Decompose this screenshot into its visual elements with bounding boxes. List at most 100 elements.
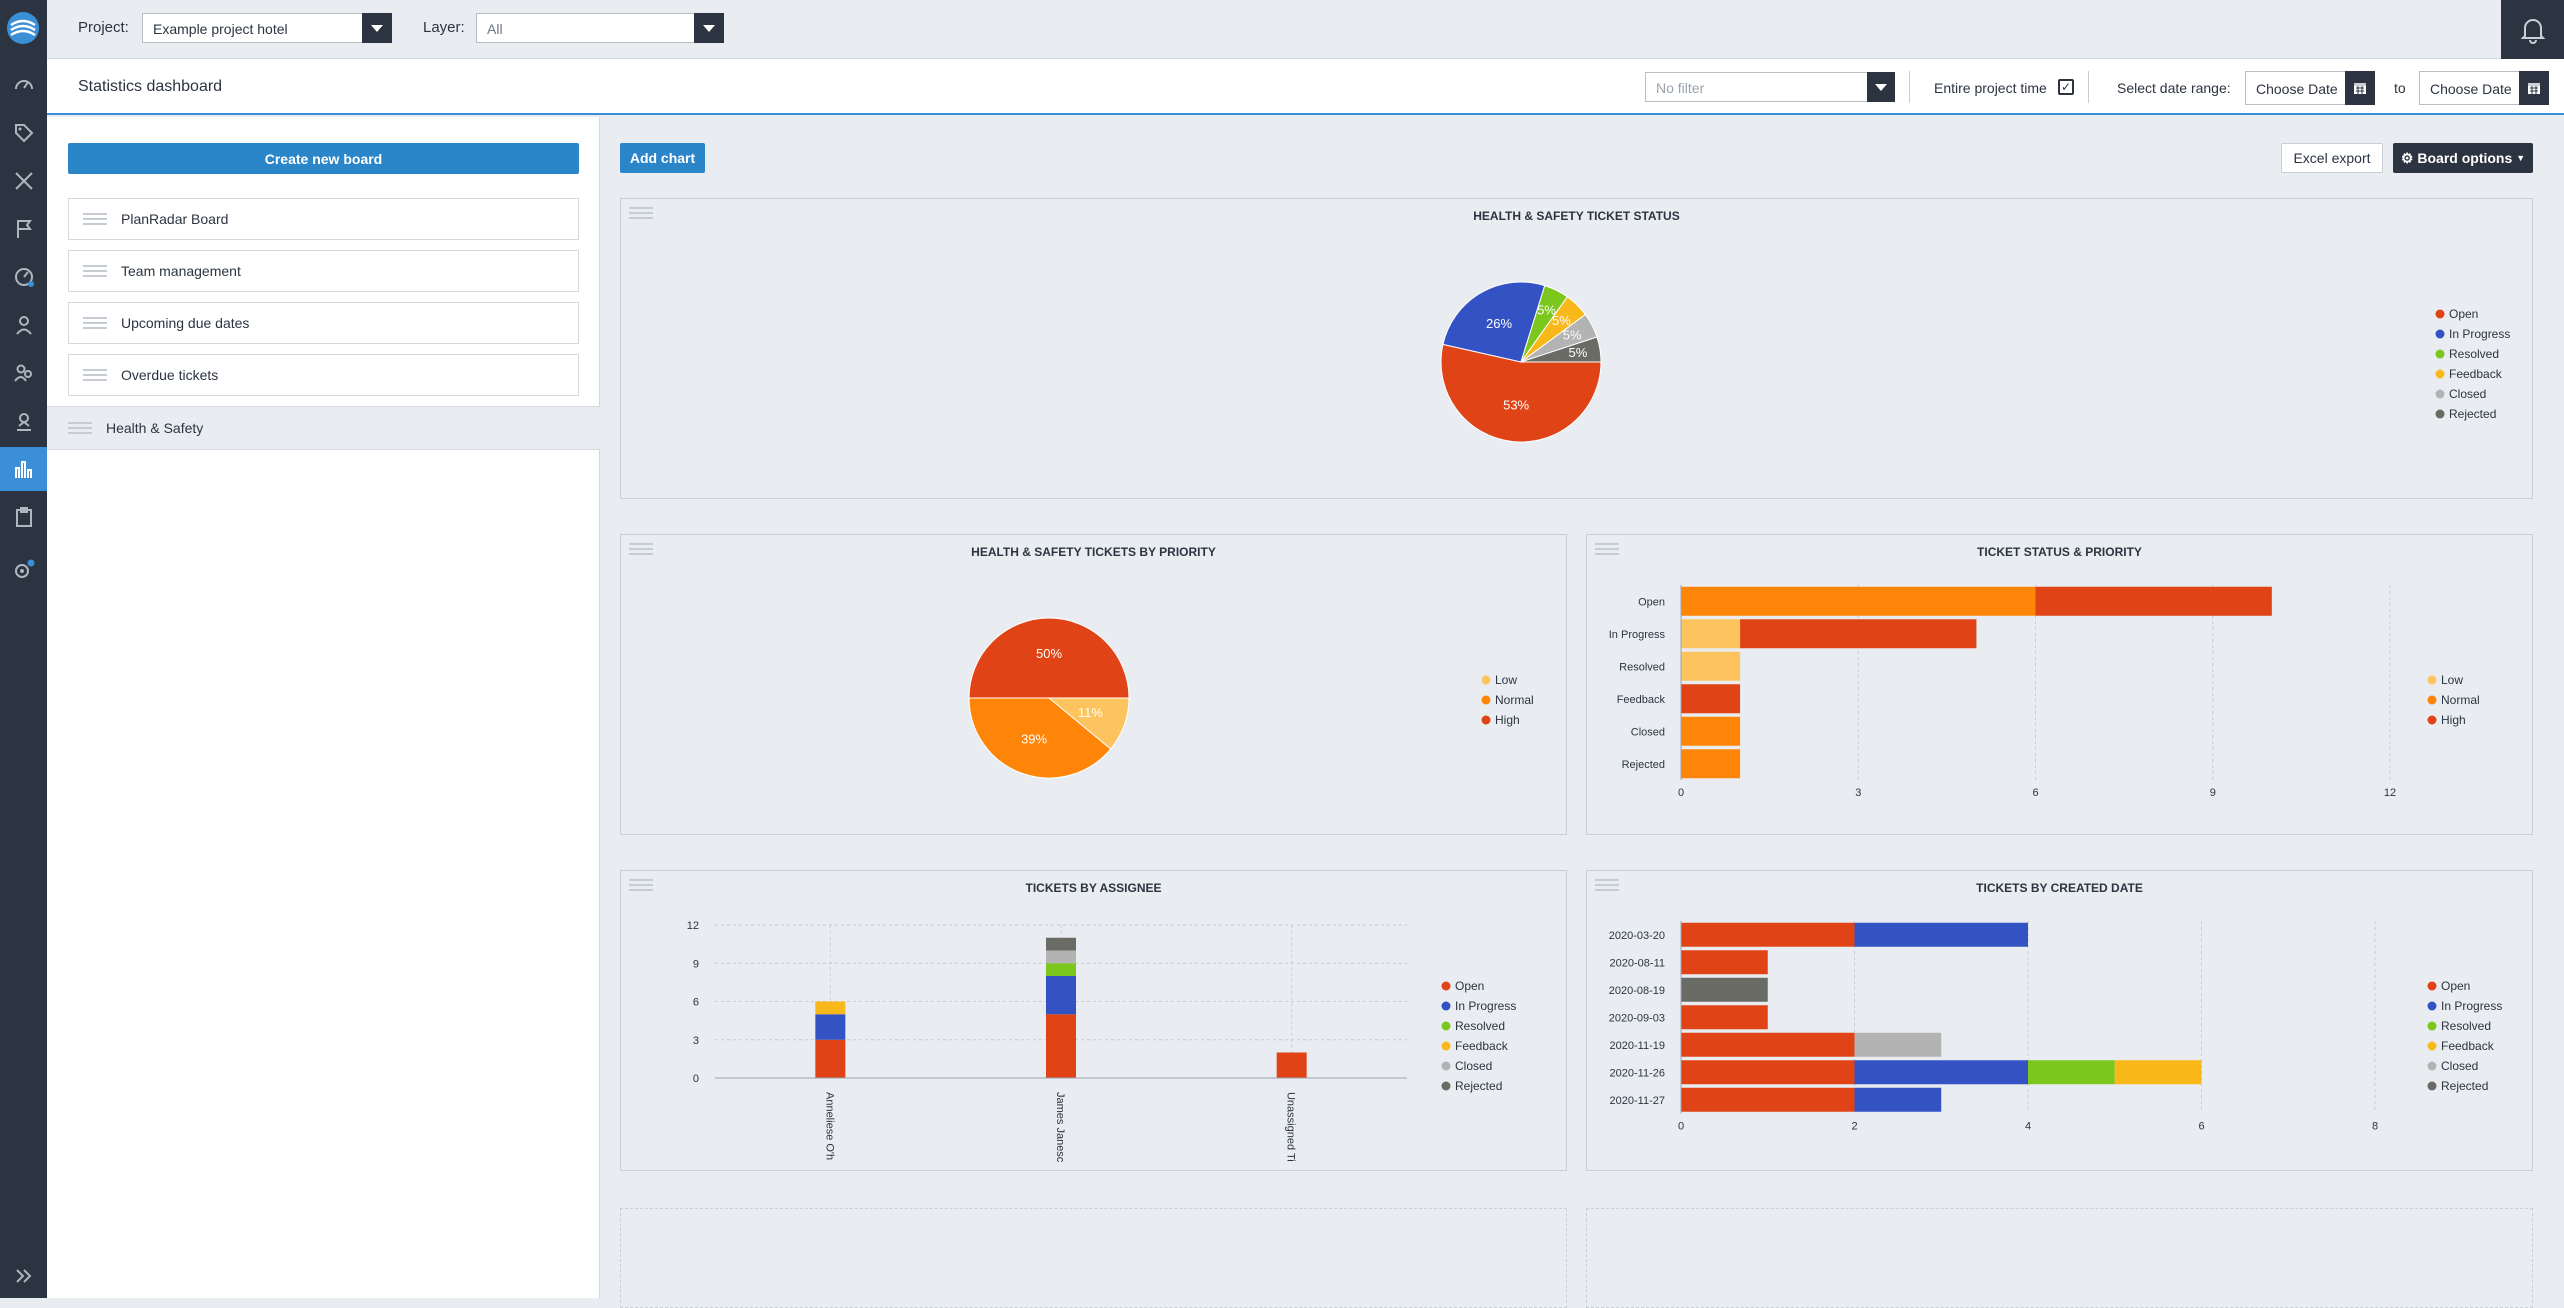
legend-swatch [1441, 981, 1451, 991]
drag-handle-icon[interactable] [1595, 879, 1619, 891]
add-chart-button[interactable]: Add chart [620, 143, 705, 173]
drag-handle-icon[interactable] [1595, 543, 1619, 555]
x-tick-label: 0 [1678, 787, 1684, 799]
legend-label: In Progress [2449, 327, 2510, 341]
entire-project-time-label: Entire project time [1934, 80, 2047, 96]
legend-label: Closed [1455, 1059, 1492, 1073]
divider [1909, 71, 1910, 103]
y-tick-label: 0 [693, 1073, 699, 1085]
legend-label: Rejected [2449, 407, 2496, 421]
board-label: Health & Safety [106, 420, 204, 436]
drag-handle-icon[interactable] [629, 207, 653, 219]
chart-title: HEALTH & SAFETY TICKET STATUS [1473, 209, 1680, 223]
excel-export-button[interactable]: Excel export [2281, 143, 2383, 173]
layer-select[interactable]: All [476, 13, 724, 43]
tools-icon[interactable] [0, 159, 47, 203]
chart-card-created-date: TICKETS BY CREATED DATE 0 2 4 6 8 2020-03-20 2… [1586, 870, 2533, 1171]
user-icon[interactable] [0, 303, 47, 347]
clipboard-icon[interactable] [0, 495, 47, 539]
board-label: PlanRadar Board [121, 211, 229, 227]
pie-slice-open [1440, 343, 1602, 443]
empty-chart-slot[interactable] [1586, 1208, 2533, 1308]
bar-in-progress [1854, 1087, 1942, 1112]
pie-slice-label: 11% [1078, 705, 1103, 720]
y-tick-label: Feedback [1617, 694, 1666, 706]
dashboard-icon[interactable] [0, 63, 47, 107]
legend-label: Feedback [2449, 367, 2503, 381]
x-tick-label: 12 [2384, 787, 2396, 799]
chart-title: TICKETS BY ASSIGNEE [1025, 881, 1162, 895]
drag-handle-icon[interactable] [629, 879, 653, 891]
legend-swatch [2435, 389, 2445, 399]
calendar-icon[interactable] [2345, 71, 2375, 105]
legend-swatch [1481, 695, 1491, 705]
chevron-down-icon[interactable] [362, 13, 392, 43]
legend-swatch [1441, 1061, 1451, 1071]
date-to-value: Choose Date [2430, 81, 2512, 97]
drag-handle-icon[interactable] [83, 265, 107, 277]
project-value: Example project hotel [153, 21, 288, 37]
users-icon[interactable] [0, 351, 47, 395]
legend-swatch [2427, 981, 2437, 991]
pie-slice-label: 39% [1021, 731, 1047, 746]
create-board-button[interactable]: Create new board [68, 143, 579, 174]
settings-icon[interactable] [0, 547, 47, 591]
bar-open [815, 1039, 846, 1078]
date-to-input[interactable]: Choose Date [2419, 71, 2549, 105]
board-item-upcoming-due-dates[interactable]: Upcoming due dates [68, 302, 579, 344]
y-tick-label: 2020-11-26 [1610, 1067, 1665, 1079]
planradar-logo-icon[interactable] [3, 4, 43, 52]
pie-slice-in-progress [1442, 281, 1546, 363]
entire-project-time-checkbox[interactable]: ✓ [2058, 79, 2074, 95]
statistics-icon[interactable] [0, 447, 47, 491]
chevron-down-icon[interactable] [694, 13, 724, 43]
expand-icon[interactable] [0, 1254, 47, 1298]
project-select[interactable]: Example project hotel [142, 13, 392, 43]
y-tick-label: 12 [687, 920, 699, 932]
drag-handle-icon[interactable] [68, 422, 92, 434]
legend-label: Rejected [1455, 1079, 1502, 1093]
board-item-planradar[interactable]: PlanRadar Board [68, 198, 579, 240]
pie-slice-label: 5% [1537, 302, 1556, 317]
board-options-label: Board options [2417, 150, 2513, 166]
chart-card-ticket-status: HEALTH & SAFETY TICKET STATUS 53% 26% 5% 5%… [620, 198, 2533, 499]
pie-slice-label: 5% [1552, 313, 1571, 328]
x-tick-label: 6 [2032, 787, 2038, 799]
x-tick-label: 2 [1851, 1121, 1857, 1133]
tag-icon[interactable] [0, 111, 47, 155]
bar-high [1740, 619, 1977, 649]
x-tick-label: 8 [2372, 1121, 2378, 1133]
chevron-down-icon[interactable] [1867, 72, 1895, 102]
legend-swatch [1441, 1021, 1451, 1031]
notification-bell-icon[interactable] [2501, 0, 2564, 59]
bar-feedback [2114, 1060, 2202, 1085]
drag-handle-icon[interactable] [83, 213, 107, 225]
calendar-icon[interactable] [2519, 71, 2549, 105]
x-tick-label: Anneliese O'h [823, 1092, 835, 1160]
top-bar: Project: Example project hotel Layer: Al… [47, 0, 2564, 59]
empty-chart-slot[interactable] [620, 1208, 1567, 1308]
speed-icon[interactable] [0, 255, 47, 299]
gear-icon: ⚙ [2400, 149, 2414, 166]
inspector-icon[interactable] [0, 399, 47, 443]
legend-label: In Progress [2441, 999, 2502, 1013]
drag-handle-icon[interactable] [83, 369, 107, 381]
chart-title: TICKET STATUS & PRIORITY [1977, 545, 2142, 559]
board-item-team-management[interactable]: Team management [68, 250, 579, 292]
date-from-input[interactable]: Choose Date [2245, 71, 2375, 105]
board-options-button[interactable]: ⚙ Board options ▼ [2393, 143, 2533, 173]
legend-label: High [2441, 713, 2466, 727]
bar-open [1681, 1005, 1768, 1030]
legend-label: Resolved [1455, 1019, 1505, 1033]
filter-select[interactable]: No filter [1645, 72, 1895, 102]
flag-icon[interactable] [0, 207, 47, 251]
legend-swatch [1441, 1001, 1451, 1011]
drag-handle-icon[interactable] [629, 543, 653, 555]
legend-swatch [1441, 1081, 1451, 1091]
title-bar: Statistics dashboard No filter Entire pr… [47, 59, 2564, 115]
board-item-overdue-tickets[interactable]: Overdue tickets [68, 354, 579, 396]
caret-down-icon: ▼ [2516, 153, 2526, 163]
board-item-health-safety[interactable]: Health & Safety [47, 406, 600, 450]
drag-handle-icon[interactable] [83, 317, 107, 329]
bar-open [1681, 922, 1855, 947]
